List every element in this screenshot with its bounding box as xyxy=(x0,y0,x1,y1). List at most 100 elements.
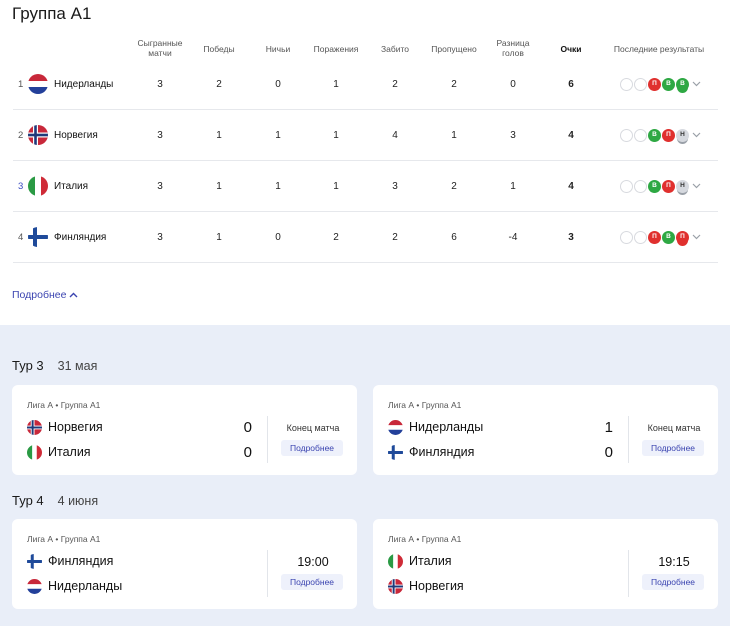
col-diff: Разница голов xyxy=(496,38,530,58)
it-flag-icon xyxy=(28,176,48,196)
cell-diff: 1 xyxy=(510,180,516,192)
cell-draws: 0 xyxy=(275,231,281,243)
result-dot xyxy=(634,179,647,193)
cell-played: 3 xyxy=(157,129,163,141)
tour-3-header: Тур 3 31 мая xyxy=(12,358,97,373)
result-dot: В xyxy=(648,128,661,142)
result-dot xyxy=(634,230,647,244)
team-name[interactable]: Нидерланды xyxy=(54,78,114,90)
cell-wins: 2 xyxy=(216,78,222,90)
team-2[interactable]: Финляндия xyxy=(388,444,474,460)
col-last-results: Последние результаты xyxy=(613,44,705,54)
team-name: Норвегия xyxy=(48,420,103,434)
cell-conceded: 2 xyxy=(451,78,457,90)
match-card[interactable]: Лига А • Группа А1 Италия Норвегия 19:15 Под… xyxy=(373,519,718,609)
result-dot: В xyxy=(662,230,675,244)
score-1: 0 xyxy=(243,419,252,436)
table-row[interactable]: 4 Финляндия 3 1 0 2 2 6 -4 3 П В П xyxy=(13,212,718,263)
col-played: Сыгранные матчи xyxy=(137,38,183,58)
fi-flag-icon xyxy=(28,227,48,247)
col-wins: Победы xyxy=(203,44,235,54)
details-button[interactable]: Подробнее xyxy=(281,440,343,456)
team-1[interactable]: Нидерланды xyxy=(388,419,483,435)
tour-4-header: Тур 4 4 июня xyxy=(12,493,98,508)
col-losses: Поражения xyxy=(313,44,359,54)
chevron-down-icon[interactable] xyxy=(691,130,701,140)
nl-flag-icon xyxy=(388,419,403,435)
league-label: Лига А • Группа А1 xyxy=(27,534,101,544)
cell-conceded: 2 xyxy=(451,180,457,192)
col-points: Очки xyxy=(560,44,582,54)
match-card[interactable]: Лига А • Группа А1 Финляндия Нидерланды 19:… xyxy=(12,519,357,609)
league-label: Лига А • Группа А1 xyxy=(27,400,101,410)
chevron-down-icon[interactable] xyxy=(691,232,701,242)
result-dot xyxy=(620,77,633,91)
team-2[interactable]: Нидерланды xyxy=(27,578,122,594)
cell-diff: 3 xyxy=(510,129,516,141)
team-name[interactable]: Италия xyxy=(54,180,89,192)
fi-flag-icon xyxy=(388,444,403,460)
result-dot: В xyxy=(676,77,689,91)
col-conceded: Пропущено xyxy=(431,44,477,54)
team-2[interactable]: Италия xyxy=(27,444,91,460)
result-dot xyxy=(620,128,633,142)
result-dot: П xyxy=(676,230,689,244)
chevron-down-icon[interactable] xyxy=(691,79,701,89)
col-draws: Ничьи xyxy=(265,44,291,54)
table-row[interactable]: 1 Нидерланды 3 2 0 1 2 2 0 6 П В В xyxy=(13,59,718,110)
cell-diff: -4 xyxy=(508,231,518,243)
tour-label: Тур 4 xyxy=(12,493,44,508)
result-dot xyxy=(634,128,647,142)
match-time: 19:00 xyxy=(297,555,329,569)
chevron-down-icon[interactable] xyxy=(691,181,701,191)
details-button[interactable]: Подробнее xyxy=(281,574,343,590)
team-1[interactable]: Финляндия xyxy=(27,553,113,569)
score-2: 0 xyxy=(243,444,252,461)
cell-scored: 2 xyxy=(392,78,398,90)
table-row[interactable]: 3 Италия 3 1 1 1 3 2 1 4 В П Н xyxy=(13,161,718,212)
cell-wins: 1 xyxy=(216,180,222,192)
result-dot: В xyxy=(662,77,675,91)
table-row[interactable]: 2 Норвегия 3 1 1 1 4 1 3 4 В П Н xyxy=(13,110,718,161)
match-card[interactable]: Лига А • Группа А1 Нидерланды Финляндия 1 0 К… xyxy=(373,385,718,475)
rank: 2 xyxy=(18,129,24,141)
col-scored: Забито xyxy=(380,44,409,54)
standings-section: Группа А1 Сыгранные матчи Победы Ничьи П… xyxy=(0,4,730,301)
table-header: Сыгранные матчи Победы Ничьи Поражения З… xyxy=(0,38,730,68)
divider xyxy=(267,550,268,597)
league-label: Лига А • Группа А1 xyxy=(388,400,462,410)
it-flag-icon xyxy=(388,553,403,569)
cell-points: 6 xyxy=(568,78,574,90)
cell-points: 4 xyxy=(568,180,574,192)
nl-flag-icon xyxy=(28,74,48,94)
match-card[interactable]: Лига А • Группа А1 Норвегия Италия 0 0 Конец … xyxy=(12,385,357,475)
matches-section: Тур 3 31 мая Тур 4 4 июня Лига А • Группа … xyxy=(0,325,730,626)
cell-points: 4 xyxy=(568,129,574,141)
rank: 1 xyxy=(18,78,24,90)
cell-losses: 1 xyxy=(333,78,339,90)
result-dot xyxy=(634,77,647,91)
team-name[interactable]: Финляндия xyxy=(54,231,107,243)
team-1[interactable]: Италия xyxy=(388,553,452,569)
result-dot: П xyxy=(648,230,661,244)
team-name[interactable]: Норвегия xyxy=(54,129,98,141)
more-link[interactable]: Подробнее xyxy=(12,289,78,301)
result-dot xyxy=(620,179,633,193)
team-1[interactable]: Норвегия xyxy=(27,419,103,435)
match-time: 19:15 xyxy=(658,555,690,569)
team-name: Нидерланды xyxy=(48,579,123,593)
team-name: Финляндия xyxy=(48,554,114,568)
result-dot: Н xyxy=(676,128,689,142)
group-title: Группа А1 xyxy=(12,4,92,23)
details-button[interactable]: Подробнее xyxy=(642,574,704,590)
cell-wins: 1 xyxy=(216,129,222,141)
result-dot: П xyxy=(662,128,675,142)
team-2[interactable]: Норвегия xyxy=(388,578,464,594)
details-button[interactable]: Подробнее xyxy=(642,440,704,456)
match-status: Конец матча xyxy=(647,423,701,433)
cell-draws: 1 xyxy=(275,180,281,192)
tour-date: 4 июня xyxy=(57,494,99,508)
cell-played: 3 xyxy=(157,231,163,243)
